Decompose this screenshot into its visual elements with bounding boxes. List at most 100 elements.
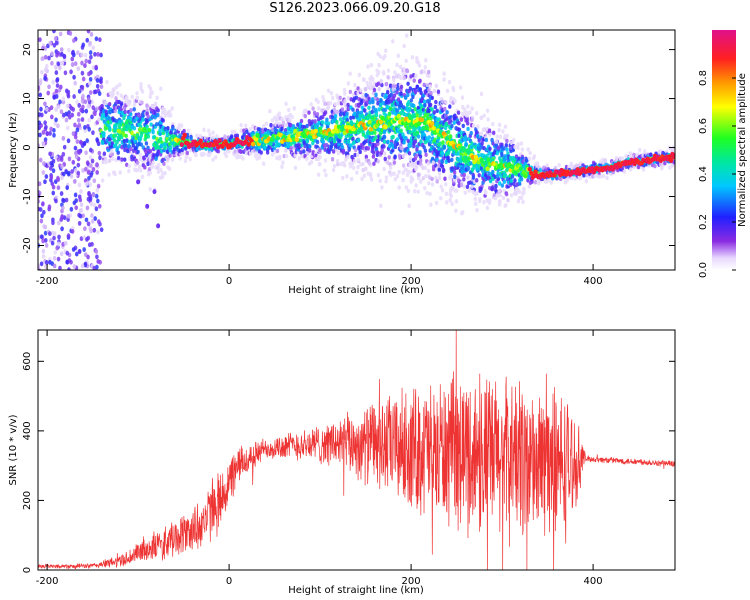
spectrogram-cell [545, 163, 549, 168]
snr-x-axis: -200 0 200 400 [36, 330, 603, 587]
spectrogram-cell [129, 108, 133, 113]
spectrogram-cell [316, 172, 321, 177]
spectrogram-cell [297, 156, 301, 161]
y-tick-label: 600 [22, 352, 33, 371]
spectrogram-cell [43, 67, 48, 73]
spectrogram-cell [427, 69, 431, 75]
spectrogram-cell [182, 128, 186, 134]
spectrogram-cell [133, 118, 137, 123]
spectrogram-cell [302, 149, 306, 154]
spectrogram-cell [584, 178, 589, 184]
spectrogram-cell [402, 43, 406, 49]
spectrogram-cell [144, 150, 148, 155]
spectrogram-cell [150, 165, 154, 170]
spectrogram-cell [118, 82, 122, 87]
spectrogram-cell [459, 117, 464, 122]
x-tick-label: 400 [584, 276, 603, 287]
spectrogram-cell [502, 146, 506, 151]
spectrogram-cell [326, 88, 331, 93]
colorbar-tick-label: 0.4 [698, 166, 709, 182]
spectrogram-cell [356, 157, 361, 163]
spectrogram-cell [393, 154, 397, 159]
spectrogram-cell [504, 143, 509, 148]
spectrogram-cell [315, 139, 320, 145]
spectrogram-cell [50, 114, 54, 120]
spectrogram-cell [404, 136, 408, 141]
spectrogram-cell [329, 146, 333, 152]
spectrogram-cell [83, 99, 88, 105]
spectrogram-cell [516, 145, 520, 151]
spectrogram-cell [51, 79, 56, 85]
spectrogram-cell [183, 146, 188, 151]
spectrogram-cell [533, 179, 538, 185]
spectrogram-cell [391, 39, 395, 44]
spectrogram-cell [311, 140, 315, 146]
spectrogram-cell [91, 130, 95, 136]
spectrogram-cell [479, 91, 484, 97]
spectrogram-cell [332, 107, 337, 113]
spectrogram-cell [393, 177, 398, 182]
spectrogram-cell [437, 167, 442, 173]
spectrogram-cell [138, 152, 142, 158]
spectrogram-cell [643, 149, 647, 154]
spectrogram-cell [111, 116, 115, 121]
spectrogram-cell [360, 98, 364, 103]
spectrogram-cell [45, 130, 49, 136]
spectrogram-cell [38, 112, 42, 118]
spectrogram-cell [447, 158, 451, 163]
spectrogram-cell [424, 58, 428, 63]
spectrogram-cell [505, 133, 509, 139]
spectrogram-cell [60, 175, 64, 181]
spectrogram-cell [137, 122, 141, 127]
spectrogram-cell [156, 223, 161, 229]
spectrogram-cell [154, 122, 159, 127]
spectrogram-cell [520, 147, 525, 152]
spectrogram-cell [376, 172, 381, 178]
spectrogram-cell [369, 80, 373, 86]
spectrogram-cell [61, 136, 66, 141]
spectrogram-cell [343, 91, 347, 96]
spectrogram-cell [299, 150, 303, 155]
spectrogram-cell [56, 185, 61, 191]
spectrogram-cell [425, 190, 429, 196]
spectrogram-cell [333, 101, 337, 107]
x-tick-label: 0 [226, 576, 232, 587]
spectrogram-cell [491, 121, 495, 127]
snr-y-label: SNR (10 * v/v) [8, 414, 19, 485]
spectrogram-cell [78, 208, 83, 214]
spectrogram-cell [362, 173, 367, 178]
spectrogram-cell [412, 78, 416, 83]
spectrogram-cell [383, 151, 387, 156]
spectrogram-cell [474, 201, 478, 207]
x-tick-label: -200 [36, 276, 59, 287]
spectrogram-cell [135, 91, 139, 96]
spectrogram-cell [355, 114, 359, 119]
spectrogram-cell [395, 90, 399, 95]
spectrogram-cell [649, 152, 653, 157]
spectrogram-ridge-cell [374, 123, 380, 128]
spectrogram-cell [110, 148, 114, 154]
spectrogram-cell [419, 179, 423, 184]
spectrogram-cell [404, 58, 408, 64]
spectrogram-cell [579, 175, 583, 180]
spectrogram-cell [488, 178, 493, 184]
spectrogram-cell [50, 240, 55, 246]
spectrogram-cell [51, 184, 56, 190]
spectrogram-cell [164, 138, 169, 144]
spectrogram-cell [462, 184, 467, 189]
spectrogram-cell [112, 138, 117, 143]
spectrogram-ridge-cell [523, 173, 528, 179]
spectrogram-cell [154, 156, 158, 162]
spectrogram-cell [501, 129, 505, 134]
spectrogram-cell [497, 127, 501, 133]
spectrogram-cell [60, 164, 64, 170]
spectrogram-cell [384, 48, 388, 53]
spectrogram-cell [89, 32, 94, 37]
spectrogram-cell [438, 141, 442, 146]
spectrogram-cell [427, 135, 432, 140]
spectrogram-cell [378, 178, 382, 184]
spectrogram-cell [320, 120, 325, 125]
spectrogram-cell [469, 161, 473, 166]
spectrogram-cell [398, 64, 403, 70]
x-tick-label: 400 [584, 576, 603, 587]
